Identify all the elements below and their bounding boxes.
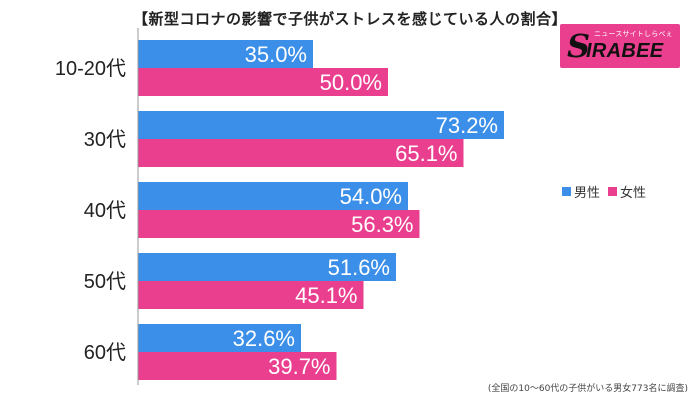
logo-mark: S xyxy=(567,27,591,65)
legend-item-female: 女性 xyxy=(608,182,646,201)
female-value-label: 56.3% xyxy=(351,212,413,237)
category-label: 10-20代 xyxy=(55,57,126,80)
female-value-label: 45.1% xyxy=(295,283,357,308)
female-value-label: 39.7% xyxy=(268,354,330,379)
sirabee-logo: ニュースサイトしらべぇ S IRABEE xyxy=(560,24,680,68)
female-bar xyxy=(138,210,420,238)
legend-swatch-female xyxy=(608,187,618,196)
survey-footnote: (全国の10～60代の子供がいる男女773名に調査) xyxy=(487,384,688,394)
female-value-label: 50.0% xyxy=(320,70,382,95)
legend-item-male: 男性 xyxy=(562,182,600,201)
male-bar xyxy=(138,253,396,281)
logo-tagline: ニュースサイトしらべぇ xyxy=(594,30,673,38)
category-label: 50代 xyxy=(84,270,126,293)
male-value-label: 35.0% xyxy=(245,42,307,67)
legend-swatch-male xyxy=(562,187,571,196)
category-label: 30代 xyxy=(84,128,126,151)
male-bar xyxy=(138,111,504,139)
chart-legend: 男性 女性 xyxy=(562,182,646,201)
category-label: 60代 xyxy=(84,341,126,364)
female-bar xyxy=(138,281,364,309)
male-bar xyxy=(138,324,301,352)
male-bar xyxy=(138,182,408,210)
chart-title: 【新型コロナの影響で子供がストレスを感じている人の割合】 xyxy=(132,10,567,28)
female-value-label: 65.1% xyxy=(395,141,457,166)
male-value-label: 51.6% xyxy=(328,255,390,280)
male-value-label: 54.0% xyxy=(340,184,402,209)
legend-label-female: 女性 xyxy=(620,186,647,201)
female-bar xyxy=(138,139,464,167)
male-value-label: 73.2% xyxy=(436,113,498,138)
legend-label-male: 男性 xyxy=(574,186,601,201)
female-bar xyxy=(138,68,388,96)
female-bar xyxy=(138,352,337,380)
logo-word: IRABEE xyxy=(586,40,664,62)
male-bar xyxy=(138,40,313,68)
category-label: 40代 xyxy=(84,199,126,222)
male-value-label: 32.6% xyxy=(233,326,295,351)
